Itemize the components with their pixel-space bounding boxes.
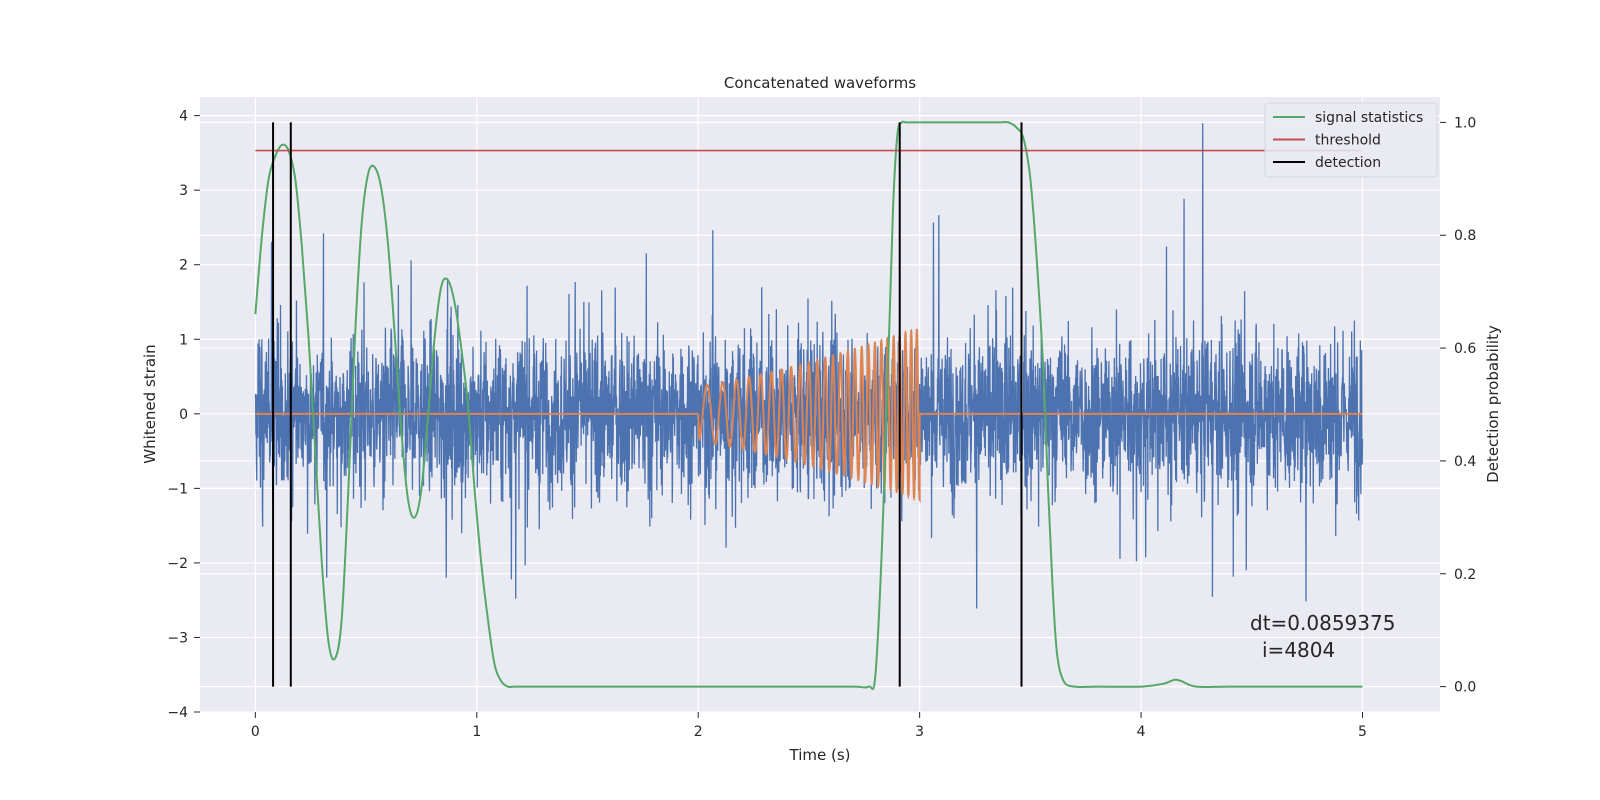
y2-tick-label-3: 0.6 xyxy=(1454,341,1476,357)
y2-tick-label-0: 0.0 xyxy=(1454,680,1476,696)
x-tick-label-5: 5 xyxy=(1358,724,1367,740)
y-tick-label-4: 0 xyxy=(179,407,188,423)
strain-series xyxy=(254,123,1364,609)
signal-statistics-series xyxy=(254,120,1363,691)
legend-label-1: threshold xyxy=(1315,133,1381,149)
x-tick-label-0: 0 xyxy=(251,724,260,740)
y-tick-label-1: −3 xyxy=(167,630,188,646)
x-tick-label-3: 3 xyxy=(915,724,924,740)
chart-title: Concatenated waveforms xyxy=(724,74,916,92)
y-axis-label: Whitened strain xyxy=(141,344,159,463)
y-tick-label-8: 4 xyxy=(179,109,188,125)
x-tick-label-4: 4 xyxy=(1137,724,1146,740)
y-tick-label-2: −2 xyxy=(167,556,188,572)
y-tick-label-6: 2 xyxy=(179,258,188,274)
annotation-index: i=4804 xyxy=(1262,638,1335,662)
legend-label-2: detection xyxy=(1315,155,1381,171)
x-axis-label: Time (s) xyxy=(789,746,851,764)
y-tick-label-3: −1 xyxy=(167,481,188,497)
x-tick-label-2: 2 xyxy=(694,724,703,740)
legend-box xyxy=(1264,102,1438,178)
x-tick-label-1: 1 xyxy=(472,724,481,740)
y-tick-label-0: −4 xyxy=(167,705,188,721)
y2-tick-label-1: 0.2 xyxy=(1454,567,1476,583)
detection-series xyxy=(272,122,1023,687)
axes: 0 1 2 3 4 5 −4 −3 −2 −1 0 1 2 3 4 0.0 0.2 0.4 0.6 0.8 1.0 xyxy=(167,109,1476,740)
chirp-line xyxy=(255,328,1363,504)
y-tick-label-7: 3 xyxy=(179,183,188,199)
y-tick-label-5: 1 xyxy=(179,332,188,348)
legend-label-0: signal statistics xyxy=(1315,110,1423,126)
injected-chirp-series xyxy=(255,328,1363,504)
y2-tick-label-4: 0.8 xyxy=(1454,228,1476,244)
y2-tick-label-2: 0.4 xyxy=(1454,454,1476,470)
signal-statistics-line xyxy=(254,120,1363,691)
y2-axis-label: Detection probability xyxy=(1484,325,1502,483)
y2-tick-label-5: 1.0 xyxy=(1454,115,1476,131)
annotation-dt: dt=0.0859375 xyxy=(1250,611,1395,635)
legend: signal statistics threshold detection xyxy=(1264,102,1438,178)
strain-line xyxy=(254,123,1364,609)
